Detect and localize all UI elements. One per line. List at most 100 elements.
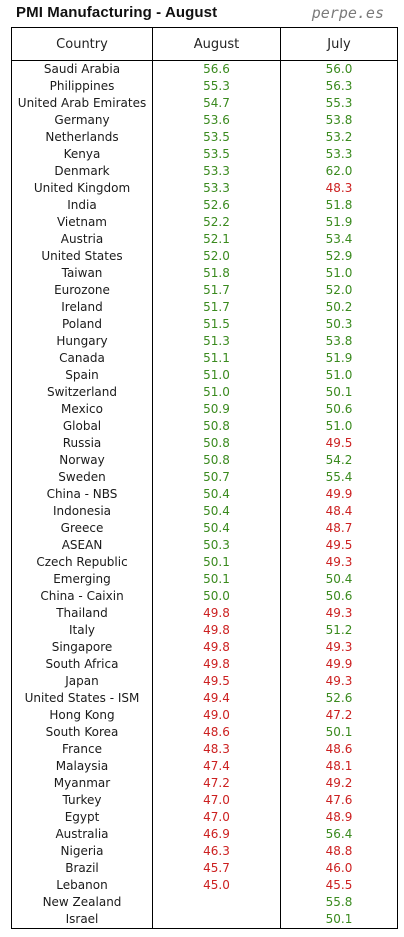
table-row: China - NBS 50.4 49.9 xyxy=(11,486,398,503)
august-value-cell: 45.0 xyxy=(152,877,281,894)
july-value-cell: 48.7 xyxy=(280,520,398,537)
country-cell: Netherlands xyxy=(11,129,153,146)
august-value-cell: 52.6 xyxy=(152,197,281,214)
august-value-cell: 50.1 xyxy=(152,554,281,571)
july-value-cell: 48.9 xyxy=(280,809,398,826)
table-row: Denmark 53.3 62.0 xyxy=(11,163,398,180)
august-value-cell: 55.3 xyxy=(152,78,281,95)
table-row: Brazil 45.7 46.0 xyxy=(11,860,398,877)
country-cell: Egypt xyxy=(11,809,153,826)
country-cell: Taiwan xyxy=(11,265,153,282)
august-value-cell: 48.3 xyxy=(152,741,281,758)
july-value-cell: 53.8 xyxy=(280,333,398,350)
country-cell: South Korea xyxy=(11,724,153,741)
table-row: Hong Kong 49.0 47.2 xyxy=(11,707,398,724)
country-cell: Czech Republic xyxy=(11,554,153,571)
july-value-cell: 50.4 xyxy=(280,571,398,588)
table-row: Vietnam 52.2 51.9 xyxy=(11,214,398,231)
july-value-cell: 62.0 xyxy=(280,163,398,180)
july-value-cell: 56.3 xyxy=(280,78,398,95)
july-value-cell: 51.2 xyxy=(280,622,398,639)
table-row: Lebanon 45.0 45.5 xyxy=(11,877,398,894)
july-value-cell: 51.9 xyxy=(280,350,398,367)
header-august: August xyxy=(152,27,281,61)
august-value-cell: 52.2 xyxy=(152,214,281,231)
table-row: ASEAN 50.3 49.5 xyxy=(11,537,398,554)
table-row: Poland 51.5 50.3 xyxy=(11,316,398,333)
july-value-cell: 48.3 xyxy=(280,180,398,197)
chart-title: PMI Manufacturing - August xyxy=(16,4,218,21)
country-cell: Israel xyxy=(11,911,153,929)
july-value-cell: 52.0 xyxy=(280,282,398,299)
august-value-cell: 50.4 xyxy=(152,503,281,520)
july-value-cell: 48.8 xyxy=(280,843,398,860)
table-row: Ireland 51.7 50.2 xyxy=(11,299,398,316)
july-value-cell: 49.5 xyxy=(280,435,398,452)
july-value-cell: 48.1 xyxy=(280,758,398,775)
july-value-cell: 50.1 xyxy=(280,724,398,741)
august-value-cell: 53.3 xyxy=(152,163,281,180)
header-row: Country August July xyxy=(11,27,398,61)
country-cell: Japan xyxy=(11,673,153,690)
july-value-cell: 50.3 xyxy=(280,316,398,333)
country-cell: Indonesia xyxy=(11,503,153,520)
brand-watermark: perpe.es xyxy=(311,4,384,22)
country-cell: Singapore xyxy=(11,639,153,656)
august-value-cell: 53.3 xyxy=(152,180,281,197)
august-value-cell: 45.7 xyxy=(152,860,281,877)
country-cell: Italy xyxy=(11,622,153,639)
country-cell: Kenya xyxy=(11,146,153,163)
table-row: India 52.6 51.8 xyxy=(11,197,398,214)
country-cell: Hungary xyxy=(11,333,153,350)
table-row: United Arab Emirates 54.7 55.3 xyxy=(11,95,398,112)
pmi-table: Country August July Saudi Arabia 56.6 56.0… xyxy=(11,27,398,929)
country-cell: India xyxy=(11,197,153,214)
august-value-cell: 53.5 xyxy=(152,129,281,146)
country-cell: Switzerland xyxy=(11,384,153,401)
august-value-cell: 51.5 xyxy=(152,316,281,333)
july-value-cell: 46.0 xyxy=(280,860,398,877)
july-value-cell: 55.3 xyxy=(280,95,398,112)
country-cell: Philippines xyxy=(11,78,153,95)
july-value-cell: 50.1 xyxy=(280,384,398,401)
country-cell: New Zealand xyxy=(11,894,153,911)
table-row: Mexico 50.9 50.6 xyxy=(11,401,398,418)
table-row: South Africa 49.8 49.9 xyxy=(11,656,398,673)
country-cell: Norway xyxy=(11,452,153,469)
july-value-cell: 49.5 xyxy=(280,537,398,554)
table-row: Spain 51.0 51.0 xyxy=(11,367,398,384)
july-value-cell: 55.8 xyxy=(280,894,398,911)
table-row: Netherlands 53.5 53.2 xyxy=(11,129,398,146)
july-value-cell: 51.0 xyxy=(280,367,398,384)
table-row: Indonesia 50.4 48.4 xyxy=(11,503,398,520)
august-value-cell: 51.3 xyxy=(152,333,281,350)
table-body: Saudi Arabia 56.6 56.0 Philippines 55.3 56.3 U… xyxy=(11,60,398,929)
table-row: United States - ISM 49.4 52.6 xyxy=(11,690,398,707)
table-row: Saudi Arabia 56.6 56.0 xyxy=(11,60,398,78)
country-cell: Malaysia xyxy=(11,758,153,775)
country-cell: Global xyxy=(11,418,153,435)
table-row: Germany 53.6 53.8 xyxy=(11,112,398,129)
august-value-cell: 54.7 xyxy=(152,95,281,112)
august-value-cell: 51.8 xyxy=(152,265,281,282)
july-value-cell: 53.8 xyxy=(280,112,398,129)
table-row: Czech Republic 50.1 49.3 xyxy=(11,554,398,571)
table-row: Kenya 53.5 53.3 xyxy=(11,146,398,163)
august-value-cell: 51.7 xyxy=(152,299,281,316)
country-cell: Russia xyxy=(11,435,153,452)
table-row: Turkey 47.0 47.6 xyxy=(11,792,398,809)
july-value-cell: 49.3 xyxy=(280,554,398,571)
table-row: Philippines 55.3 56.3 xyxy=(11,78,398,95)
august-value-cell: 52.1 xyxy=(152,231,281,248)
august-value-cell: 52.0 xyxy=(152,248,281,265)
july-value-cell: 51.0 xyxy=(280,418,398,435)
table-row: Singapore 49.8 49.3 xyxy=(11,639,398,656)
july-value-cell: 48.4 xyxy=(280,503,398,520)
august-value-cell: 46.3 xyxy=(152,843,281,860)
country-cell: Austria xyxy=(11,231,153,248)
july-value-cell: 51.9 xyxy=(280,214,398,231)
august-value-cell: 51.7 xyxy=(152,282,281,299)
august-value-cell: 50.8 xyxy=(152,418,281,435)
july-value-cell: 55.4 xyxy=(280,469,398,486)
august-value-cell: 48.6 xyxy=(152,724,281,741)
